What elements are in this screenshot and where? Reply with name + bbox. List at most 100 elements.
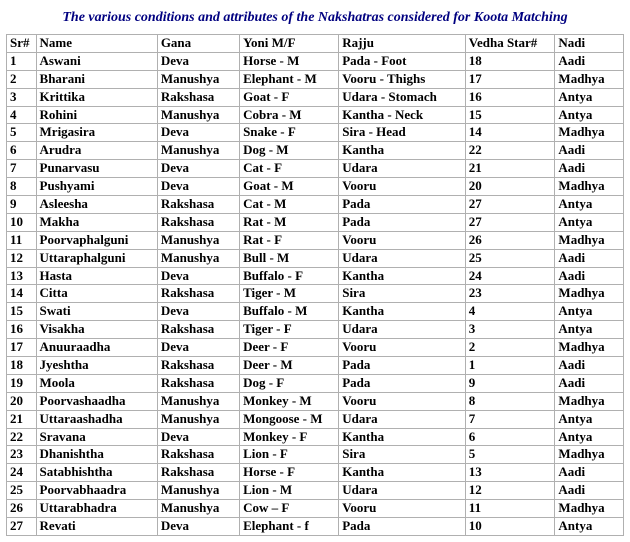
table-cell: Udara xyxy=(339,482,466,500)
table-cell: 8 xyxy=(465,392,555,410)
table-cell: Madhya xyxy=(555,70,624,88)
table-row: 25PoorvabhaadraManushyaLion - MUdara12Aa… xyxy=(7,482,624,500)
table-row: 15SwatiDevaBuffalo - MKantha4Antya xyxy=(7,303,624,321)
table-cell: 2 xyxy=(7,70,37,88)
table-cell: Citta xyxy=(36,285,157,303)
table-cell: 3 xyxy=(7,88,37,106)
table-cell: 9 xyxy=(7,196,37,214)
table-cell: Aadi xyxy=(555,374,624,392)
table-row: 4RohiniManushyaCobra - MKantha - Neck15A… xyxy=(7,106,624,124)
table-cell: Madhya xyxy=(555,392,624,410)
table-cell: 25 xyxy=(7,482,37,500)
table-cell: 20 xyxy=(465,178,555,196)
table-cell: 15 xyxy=(7,303,37,321)
table-cell: 13 xyxy=(7,267,37,285)
table-cell: 7 xyxy=(7,160,37,178)
table-row: 2BharaniManushyaElephant - MVooru - Thig… xyxy=(7,70,624,88)
table-cell: Pada xyxy=(339,357,466,375)
table-cell: Antya xyxy=(555,213,624,231)
table-cell: Cobra - M xyxy=(240,106,339,124)
table-cell: Monkey - M xyxy=(240,392,339,410)
table-cell: Buffalo - F xyxy=(240,267,339,285)
table-row: 22SravanaDevaMonkey - FKantha6Antya xyxy=(7,428,624,446)
table-row: 1AswaniDevaHorse - MPada - Foot18Aadi xyxy=(7,52,624,70)
table-cell: Krittika xyxy=(36,88,157,106)
table-row: 17AnuuraadhaDevaDeer - FVooru2Madhya xyxy=(7,339,624,357)
table-cell: Pada xyxy=(339,518,466,536)
table-row: 11PoorvaphalguniManushyaRat - FVooru26Ma… xyxy=(7,231,624,249)
table-cell: Rohini xyxy=(36,106,157,124)
table-cell: Cat - F xyxy=(240,160,339,178)
table-cell: Monkey - F xyxy=(240,428,339,446)
table-cell: Deer - M xyxy=(240,357,339,375)
table-cell: 11 xyxy=(465,500,555,518)
table-cell: 12 xyxy=(465,482,555,500)
table-cell: Aadi xyxy=(555,464,624,482)
table-cell: Pada - Foot xyxy=(339,52,466,70)
table-cell: Dhanishtha xyxy=(36,446,157,464)
table-row: 12UttaraphalguniManushyaBull - MUdara25A… xyxy=(7,249,624,267)
table-cell: 5 xyxy=(465,446,555,464)
table-cell: Pada xyxy=(339,196,466,214)
table-cell: Deva xyxy=(157,124,239,142)
table-cell: 4 xyxy=(465,303,555,321)
table-cell: Rat - F xyxy=(240,231,339,249)
table-cell: Buffalo - M xyxy=(240,303,339,321)
table-row: 14CittaRakshasaTiger - MSira23Madhya xyxy=(7,285,624,303)
nakshatra-table: Sr# Name Gana Yoni M/F Rajju Vedha Star#… xyxy=(6,34,624,536)
table-cell: Antya xyxy=(555,88,624,106)
table-cell: Elephant - M xyxy=(240,70,339,88)
table-cell: 24 xyxy=(7,464,37,482)
table-cell: Poorvabhaadra xyxy=(36,482,157,500)
table-cell: Aadi xyxy=(555,160,624,178)
table-cell: Rakshasa xyxy=(157,446,239,464)
table-cell: Anuuraadha xyxy=(36,339,157,357)
table-cell: Sira xyxy=(339,446,466,464)
table-cell: Deva xyxy=(157,267,239,285)
table-row: 5MrigasiraDevaSnake - FSira - Head14Madh… xyxy=(7,124,624,142)
table-cell: 17 xyxy=(465,70,555,88)
table-cell: 6 xyxy=(465,428,555,446)
table-cell: Madhya xyxy=(555,285,624,303)
table-cell: 10 xyxy=(465,518,555,536)
table-cell: Vooru xyxy=(339,178,466,196)
table-cell: Udara xyxy=(339,160,466,178)
table-cell: Madhya xyxy=(555,178,624,196)
table-cell: Tiger - M xyxy=(240,285,339,303)
table-cell: Rakshasa xyxy=(157,196,239,214)
table-cell: Rakshasa xyxy=(157,285,239,303)
col-rajju: Rajju xyxy=(339,35,466,53)
table-cell: Horse - F xyxy=(240,464,339,482)
table-cell: Manushya xyxy=(157,142,239,160)
table-cell: 19 xyxy=(7,374,37,392)
table-row: 13HastaDevaBuffalo - FKantha24Aadi xyxy=(7,267,624,285)
table-cell: Pada xyxy=(339,374,466,392)
table-cell: Poorvaphalguni xyxy=(36,231,157,249)
col-sr: Sr# xyxy=(7,35,37,53)
table-row: 6ArudraManushyaDog - MKantha22Aadi xyxy=(7,142,624,160)
table-cell: Mongoose - M xyxy=(240,410,339,428)
table-cell: 14 xyxy=(465,124,555,142)
table-cell: 18 xyxy=(465,52,555,70)
table-cell: Uttaraphalguni xyxy=(36,249,157,267)
table-cell: Madhya xyxy=(555,446,624,464)
col-gana: Gana xyxy=(157,35,239,53)
table-cell: Vooru xyxy=(339,392,466,410)
table-cell: Vooru - Thighs xyxy=(339,70,466,88)
table-cell: Kantha xyxy=(339,142,466,160)
table-cell: Udara xyxy=(339,410,466,428)
table-cell: Rakshasa xyxy=(157,213,239,231)
table-header-row: Sr# Name Gana Yoni M/F Rajju Vedha Star#… xyxy=(7,35,624,53)
table-cell: 16 xyxy=(465,88,555,106)
table-cell: Jyeshtha xyxy=(36,357,157,375)
table-cell: Punarvasu xyxy=(36,160,157,178)
table-cell: 27 xyxy=(465,196,555,214)
table-cell: Aadi xyxy=(555,249,624,267)
table-cell: Antya xyxy=(555,106,624,124)
table-cell: Deva xyxy=(157,339,239,357)
table-cell: Aswani xyxy=(36,52,157,70)
table-cell: Rakshasa xyxy=(157,321,239,339)
table-cell: Mrigasira xyxy=(36,124,157,142)
table-cell: 6 xyxy=(7,142,37,160)
table-cell: Udara - Stomach xyxy=(339,88,466,106)
